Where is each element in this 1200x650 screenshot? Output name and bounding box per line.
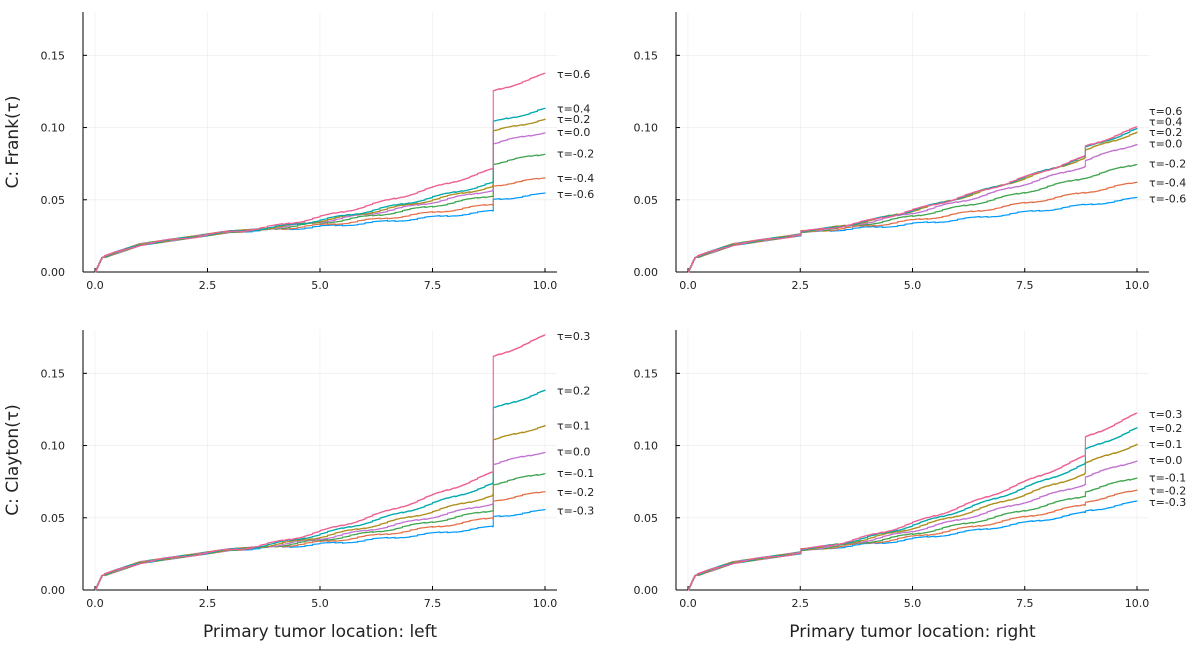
series-label: τ=-0.2 [1149, 158, 1186, 171]
series-line [95, 334, 546, 591]
x-tick-label: 7.5 [1016, 279, 1034, 292]
series-line [688, 126, 1138, 273]
x-axis-label: Primary tumor location: right [789, 622, 1036, 642]
series-label: τ=0.0 [557, 445, 590, 458]
series-label: τ=-0.2 [557, 486, 594, 499]
y-axis-label: C: Clayton(τ) [3, 404, 23, 515]
series-label: τ=0.0 [1149, 137, 1182, 150]
series-line [95, 72, 546, 273]
series-label: τ=0.4 [557, 102, 590, 115]
series-label: τ=0.3 [557, 330, 590, 343]
x-tick-label: 7.5 [424, 279, 442, 292]
x-tick-label: 2.5 [199, 597, 217, 610]
y-tick-label: 0.05 [41, 194, 66, 207]
y-tick-label: 0.15 [634, 367, 659, 380]
x-tick-label: 10.0 [533, 279, 558, 292]
series-label: τ=-0.6 [557, 188, 594, 201]
x-tick-label: 5.0 [904, 597, 922, 610]
series-label: τ=-0.2 [1149, 484, 1186, 497]
x-tick-label: 10.0 [533, 597, 558, 610]
y-axis-label: C: Frank(τ) [3, 95, 23, 188]
y-tick-label: 0.10 [634, 440, 659, 453]
y-tick-label: 0.00 [41, 266, 66, 279]
y-tick-label: 0.15 [41, 49, 66, 62]
series-label: τ=-0.1 [1149, 471, 1186, 484]
y-tick-label: 0.10 [634, 122, 659, 135]
series-label: τ=0.1 [1149, 438, 1182, 451]
x-tick-label: 0.0 [679, 597, 697, 610]
x-tick-label: 7.5 [1016, 597, 1034, 610]
series-label: τ=0.2 [1149, 422, 1182, 435]
x-axis-label: Primary tumor location: left [203, 622, 437, 642]
series-label: τ=0.2 [557, 385, 590, 398]
x-tick-label: 0.0 [86, 597, 104, 610]
chart-panel-frank-right: 0.0 2.5 5.0 7.5 10.0 0.00 0.05 0.10 0.15 τ=-0.6 τ=… [634, 12, 1186, 292]
x-tick-label: 5.0 [311, 279, 329, 292]
series-label: τ=-0.2 [557, 148, 594, 161]
chart-panel-frank-left: 0.0 2.5 5.0 7.5 10.0 0.00 0.05 0.10 0.15 τ=-0.6 τ=… [41, 12, 594, 292]
series-label: τ=-0.6 [1149, 192, 1186, 205]
series-label: τ=0.2 [1149, 126, 1182, 139]
series-label: τ=-0.4 [1149, 176, 1186, 189]
series-label: τ=-0.3 [557, 505, 594, 518]
series-line [688, 412, 1138, 591]
y-tick-label: 0.05 [41, 512, 66, 525]
chart-panel-clayton-right: 0.0 2.5 5.0 7.5 10.00.000.050.100.15τ=-0.3τ=… [634, 330, 1186, 610]
x-tick-label: 7.5 [424, 597, 442, 610]
series-label: τ=0.4 [1149, 115, 1182, 128]
series-label: τ=0.6 [1149, 105, 1182, 118]
y-tick-label: 0.00 [634, 584, 659, 597]
x-tick-label: 10.0 [1125, 597, 1150, 610]
x-tick-label: 2.5 [792, 597, 810, 610]
y-tick-label: 0.00 [41, 584, 66, 597]
series-label: τ=-0.4 [557, 172, 594, 185]
series-label: τ=0.1 [557, 419, 590, 432]
y-tick-label: 0.10 [41, 122, 66, 135]
x-tick-label: 10.0 [1125, 279, 1150, 292]
x-tick-label: 5.0 [904, 279, 922, 292]
series-label: τ=-0.1 [557, 467, 594, 480]
series-label: τ=0.0 [1149, 454, 1182, 467]
y-tick-label: 0.05 [634, 194, 659, 207]
series-label: τ=0.6 [557, 68, 590, 81]
x-tick-label: 0.0 [679, 279, 697, 292]
series-label: τ=0.3 [1149, 408, 1182, 421]
series-label: τ=0.0 [557, 126, 590, 139]
y-tick-label: 0.05 [634, 512, 659, 525]
y-tick-label: 0.15 [634, 49, 659, 62]
y-tick-label: 0.15 [41, 367, 66, 380]
x-tick-label: 2.5 [199, 279, 217, 292]
x-tick-label: 5.0 [311, 597, 329, 610]
x-tick-label: 0.0 [86, 279, 104, 292]
y-tick-label: 0.10 [41, 440, 66, 453]
y-tick-label: 0.00 [634, 266, 659, 279]
series-label: τ=-0.3 [1149, 496, 1186, 509]
series-label: τ=0.2 [557, 113, 590, 126]
x-tick-label: 2.5 [792, 279, 810, 292]
chart-panel-clayton-left: 0.0 2.5 5.0 7.5 10.0 0.00 0.05 0.10 0.15 τ=-0.3 τ=… [41, 330, 595, 610]
